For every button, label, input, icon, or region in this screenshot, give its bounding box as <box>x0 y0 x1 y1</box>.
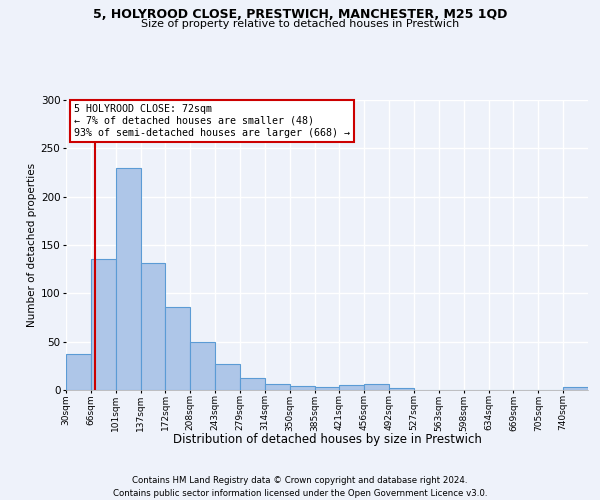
Text: Contains HM Land Registry data © Crown copyright and database right 2024.: Contains HM Land Registry data © Crown c… <box>132 476 468 485</box>
Text: Distribution of detached houses by size in Prestwich: Distribution of detached houses by size … <box>173 432 481 446</box>
Bar <box>290 386 314 390</box>
Text: Size of property relative to detached houses in Prestwich: Size of property relative to detached ho… <box>141 19 459 29</box>
Text: 5 HOLYROOD CLOSE: 72sqm
← 7% of detached houses are smaller (48)
93% of semi-det: 5 HOLYROOD CLOSE: 72sqm ← 7% of detached… <box>74 104 350 138</box>
Bar <box>140 264 166 390</box>
Text: Contains public sector information licensed under the Open Government Licence v3: Contains public sector information licen… <box>113 489 487 498</box>
Bar <box>166 307 190 390</box>
Bar <box>265 384 290 390</box>
Bar <box>116 168 140 390</box>
Bar <box>563 387 588 390</box>
Y-axis label: Number of detached properties: Number of detached properties <box>26 163 37 327</box>
Bar <box>340 385 364 390</box>
Bar <box>190 342 215 390</box>
Bar <box>66 354 91 390</box>
Text: 5, HOLYROOD CLOSE, PRESTWICH, MANCHESTER, M25 1QD: 5, HOLYROOD CLOSE, PRESTWICH, MANCHESTER… <box>93 8 507 20</box>
Bar <box>314 387 340 390</box>
Bar <box>91 258 116 390</box>
Bar <box>364 384 389 390</box>
Bar <box>389 388 414 390</box>
Bar <box>240 378 265 390</box>
Bar <box>215 364 240 390</box>
